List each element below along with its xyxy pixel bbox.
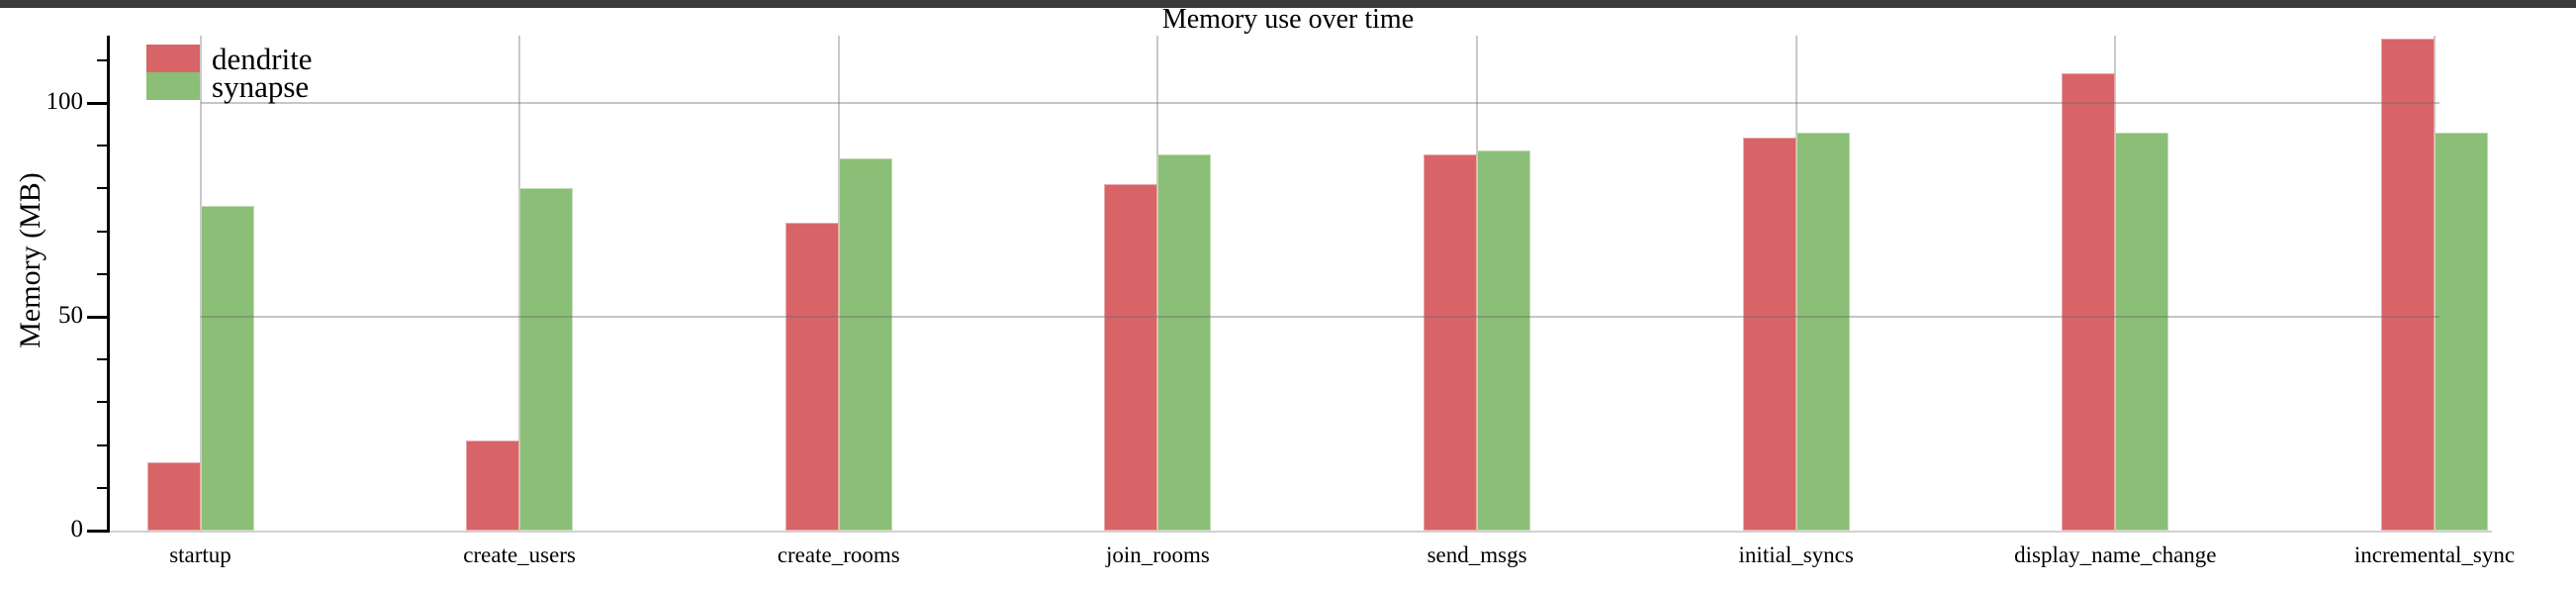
bar-dendrite-send_msgs: [1424, 153, 1478, 531]
bar-synapse-send_msgs: [1477, 149, 1531, 531]
bar-synapse-create_users: [519, 188, 574, 531]
bar-dendrite-startup: [146, 461, 201, 531]
bar-dendrite-display_name_change: [2062, 72, 2116, 531]
chart-title: Memory use over time: [1161, 4, 1415, 35]
legend: dendrite synapse: [146, 42, 313, 104]
x-tick-label-create_users: create_users: [463, 542, 576, 567]
y-minor-tick-80: [97, 187, 109, 190]
y-tick-label-50: 50: [58, 302, 83, 329]
legend-label-synapse: synapse: [212, 69, 310, 104]
bar-dendrite-create_users: [466, 441, 520, 531]
y-minor-tick-110: [97, 58, 109, 61]
y-axis-spine: [107, 36, 110, 533]
bar-dendrite-create_rooms: [784, 222, 839, 531]
y-tick-label-0: 0: [70, 516, 84, 542]
synapse-color-swatch: [146, 72, 200, 100]
bar-dendrite-incremental_sync: [2380, 39, 2435, 531]
bar-synapse-create_rooms: [838, 158, 892, 531]
legend-label-dendrite: dendrite: [212, 42, 313, 76]
x-tick-label-send_msgs: send_msgs: [1426, 542, 1527, 567]
x-tick-label-startup: startup: [169, 542, 231, 567]
x-axis-baseline: [109, 531, 2492, 533]
bar-dendrite-initial_syncs: [1742, 137, 1796, 531]
bar-synapse-join_rooms: [1157, 153, 1212, 531]
y-major-tick-100: [87, 102, 109, 105]
x-tick-label-join_rooms: join_rooms: [1106, 542, 1210, 567]
y-minor-tick-70: [97, 230, 109, 233]
x-tick-label-create_rooms: create_rooms: [777, 542, 900, 567]
x-tick-label-display_name_change: display_name_change: [2014, 542, 2217, 567]
y-minor-tick-30: [97, 401, 109, 404]
bar-synapse-initial_syncs: [1795, 133, 1850, 531]
x-tick-label-initial_syncs: initial_syncs: [1738, 542, 1854, 567]
y-gridline-50: [200, 316, 2439, 318]
legend-item-synapse: synapse: [146, 69, 313, 104]
y-minor-tick-60: [97, 272, 109, 275]
y-major-tick-50: [87, 316, 109, 319]
x-tick-label-incremental_sync: incremental_sync: [2353, 542, 2516, 567]
bar-synapse-display_name_change: [2115, 133, 2169, 531]
bar-synapse-startup: [200, 205, 254, 531]
legend-item-dendrite: dendrite: [146, 42, 313, 76]
dendrite-color-swatch: [146, 45, 200, 72]
y-minor-tick-90: [97, 145, 109, 148]
y-major-tick-0: [87, 530, 109, 533]
bar-dendrite-join_rooms: [1104, 184, 1158, 531]
window-top-strip: [0, 0, 2576, 8]
y-minor-tick-40: [97, 358, 109, 361]
y-gridline-100: [200, 102, 2439, 104]
y-minor-tick-20: [97, 443, 109, 446]
bar-synapse-incremental_sync: [2434, 133, 2488, 531]
y-tick-label-100: 100: [46, 88, 84, 115]
y-minor-tick-10: [97, 486, 109, 489]
